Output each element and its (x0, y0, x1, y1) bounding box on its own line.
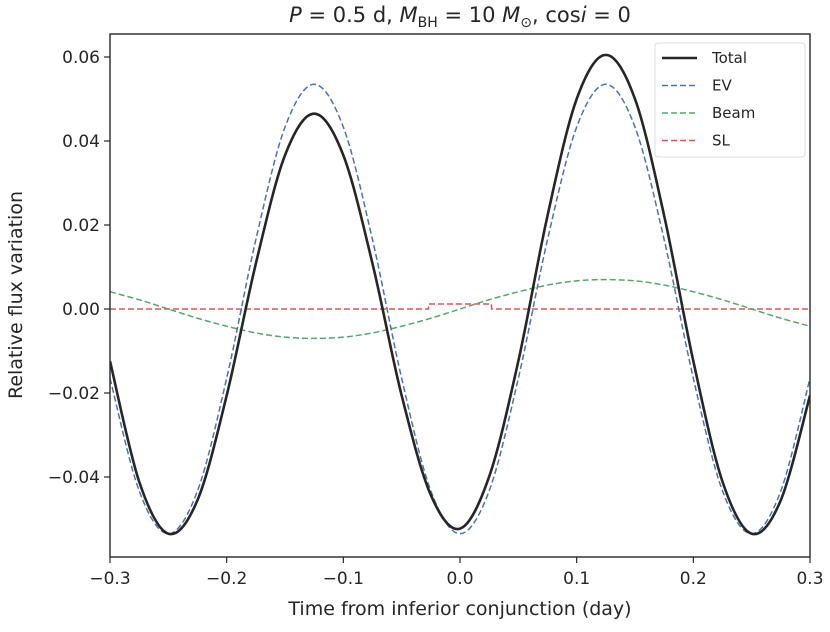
x-tick-label: 0.3 (796, 569, 823, 589)
legend-box (654, 42, 806, 158)
legend-label-sl: SL (712, 132, 731, 150)
y-tick-label: 0.02 (62, 216, 100, 236)
legend-label-beam: Beam (712, 104, 755, 122)
legend: Total EV Beam SL (654, 42, 806, 158)
x-tick-label: 0.2 (680, 569, 707, 589)
y-axis-label: Relative flux variation (5, 191, 27, 399)
x-tick-label: 0.1 (563, 569, 590, 589)
series-line-total (110, 53, 810, 536)
y-tick-label: 0.00 (62, 300, 100, 320)
series-line-ev (110, 83, 810, 535)
x-axis-label: Time from inferior conjunction (day) (287, 598, 631, 620)
x-tick-label: −0.2 (206, 569, 247, 589)
chart-title: P = 0.5 d, MBH = 10 M⊙, cosi = 0 (289, 3, 631, 31)
legend-label-ev: EV (712, 77, 732, 95)
legend-label-total: Total (711, 49, 747, 67)
plot-frame (109, 33, 811, 558)
y-tick-label: −0.04 (48, 468, 100, 488)
y-tick-label: 0.06 (62, 48, 100, 68)
x-tick-label: 0.0 (446, 569, 473, 589)
x-tick-label: −0.1 (323, 569, 364, 589)
x-tick-label: −0.3 (89, 569, 130, 589)
y-tick-label: −0.02 (48, 384, 100, 404)
series-line-sl (110, 303, 810, 310)
y-tick-label: 0.04 (62, 132, 100, 152)
series-line-beam (110, 278, 810, 340)
